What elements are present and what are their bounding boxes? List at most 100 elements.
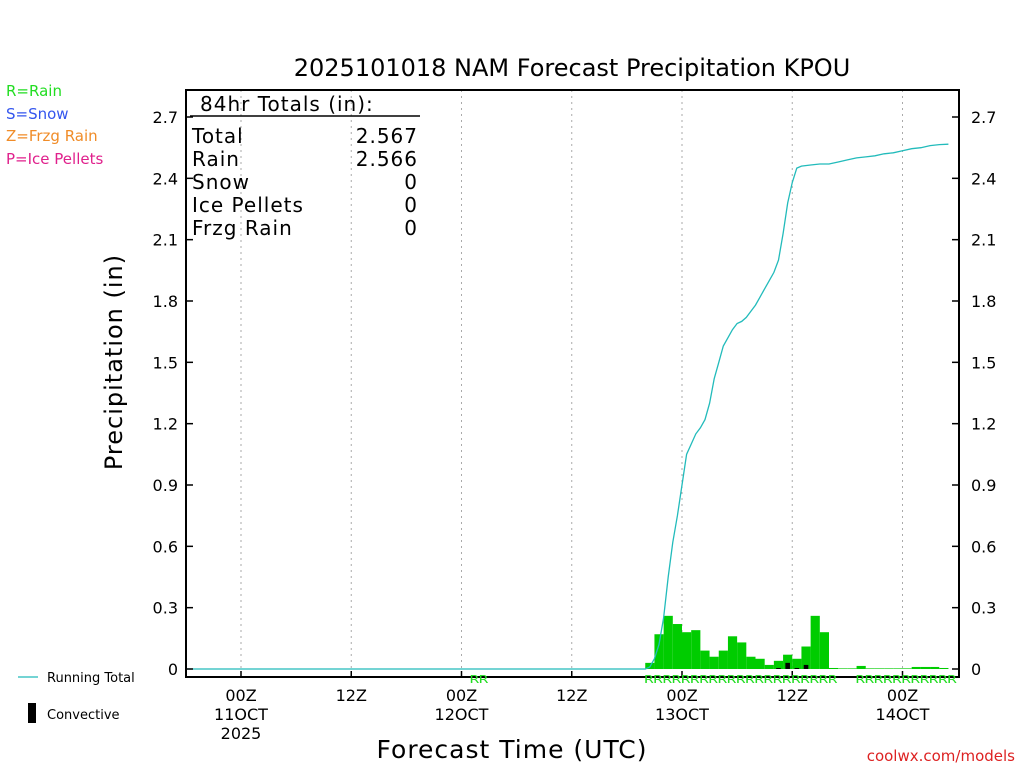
y-tick-label-right-5: 1.5 (971, 353, 996, 372)
rain-bar-23 (856, 665, 866, 669)
y-axis-right: 0 0.3 0.6 0.9 1.2 1.5 1.8 2.1 2.4 2.7 (952, 108, 996, 679)
totals-label-1: Rain (192, 147, 240, 171)
rain-bar-4 (682, 632, 692, 669)
rain-bar-20 (829, 667, 839, 669)
y-tick-label-left-7: 2.1 (153, 231, 178, 250)
legend-frzg-rain: Z=Frzg Rain (6, 127, 98, 145)
legend-ice-pellets: P=Ice Pellets (6, 149, 104, 168)
credit-text: coolwx.com/models (867, 747, 1015, 765)
y-tick-label-right-1: 0.3 (971, 599, 996, 618)
convective-bar-2 (794, 667, 800, 669)
rain-bar-31 (930, 666, 940, 669)
x-tick-label-0-1: 00Z (225, 686, 256, 705)
x-tick-label-6-2: 14OCT (876, 705, 930, 724)
x-tick-label-4-2: 13OCT (655, 705, 709, 724)
x-tick-label-2-2: 12OCT (435, 705, 489, 724)
legend-snow: S=Snow (6, 104, 69, 123)
precip-type-marker-0: RR (470, 673, 489, 686)
rain-bar-26 (884, 668, 894, 669)
chart-title: 2025101018 NAM Forecast Precipitation KP… (294, 54, 851, 82)
rain-bar-18 (810, 615, 820, 669)
y-tick-label-left-0: 0 (168, 660, 178, 679)
convective-legend-label: Convective (47, 708, 120, 723)
y-tick-label-left-1: 0.3 (153, 599, 178, 618)
totals-label-4: Frzg Rain (192, 216, 293, 240)
precip-type-marker-2: RRRRRRRRRRR (856, 673, 958, 686)
x-tick-label-0-3: 2025 (221, 724, 262, 743)
rain-bar-14 (773, 660, 784, 669)
rain-bar-29 (911, 666, 921, 669)
rain-bar-28 (902, 668, 912, 669)
x-tick-label-0-2: 11OCT (214, 705, 268, 724)
rain-bar-5 (691, 630, 701, 669)
y-tick-label-left-2: 0.6 (153, 537, 178, 556)
totals-value-0: 2.567 (356, 124, 418, 148)
convective-bar-3 (803, 664, 809, 669)
totals-label-2: Snow (192, 170, 250, 194)
running-total-line-group (185, 143, 949, 670)
rain-bar-21 (838, 668, 848, 669)
rain-bar-17 (801, 646, 811, 669)
convective-bar-1 (785, 662, 790, 669)
bottom-legend: Running Total Convective (18, 671, 135, 723)
rain-bar-15 (783, 654, 793, 669)
rain-bar-12 (755, 658, 765, 669)
running-total-line (185, 143, 949, 670)
totals-label-3: Ice Pellets (192, 193, 304, 217)
rain-bar-16 (792, 658, 802, 669)
x-tick-label-4-1: 00Z (666, 686, 697, 705)
convective-bars (776, 662, 809, 669)
y-tick-label-right-0: 0 (971, 660, 981, 679)
rain-bar-32 (939, 667, 949, 669)
rain-bar-30 (920, 666, 931, 669)
totals-value-3: 0 (404, 193, 418, 217)
y-tick-label-right-7: 2.1 (971, 231, 996, 250)
y-tick-label-left-8: 2.4 (153, 169, 178, 188)
precip-type-marker-1: RRRRRRRRRRRRRRRRRRRRR (644, 673, 837, 686)
y-tick-label-right-6: 1.8 (971, 292, 996, 311)
precip-type-legend: R=Rain S=Snow Z=Frzg Rain P=Ice Pellets (6, 80, 103, 170)
y-axis-left: 0 0.3 0.6 0.9 1.2 1.5 1.8 2.1 2.4 2.7 (153, 108, 193, 679)
rain-bar-9 (727, 636, 738, 669)
x-tick-label-3-1: 12Z (556, 686, 587, 705)
y-tick-label-left-3: 0.9 (153, 476, 178, 495)
rain-bar-27 (893, 668, 903, 669)
rain-bar-24 (865, 668, 875, 669)
rain-bar-11 (746, 656, 756, 669)
convective-legend-swatch (28, 703, 36, 723)
precip-type-markers: RR RRRRRRRRRRRRRRRRRRRRR RRRRRRRRRRR (470, 673, 957, 686)
totals-heading: 84hr Totals (in): (200, 92, 374, 116)
y-tick-label-right-9: 2.7 (971, 108, 996, 127)
rain-bar-3 (672, 624, 682, 669)
y-tick-label-right-4: 1.2 (971, 415, 996, 434)
y-tick-label-right-3: 0.9 (971, 476, 996, 495)
x-tick-label-5-1: 12Z (777, 686, 808, 705)
y-tick-label-left-6: 1.8 (153, 292, 178, 311)
rain-bar-2 (663, 615, 673, 669)
rain-bar-13 (764, 664, 774, 669)
plot-frame (185, 89, 960, 678)
y-tick-label-right-2: 0.6 (971, 537, 996, 556)
y-tick-label-left-5: 1.5 (153, 353, 178, 372)
x-tick-label-1-1: 12Z (336, 686, 367, 705)
totals-value-1: 2.566 (356, 147, 418, 171)
y-axis-label: Precipitation (in) (100, 254, 128, 470)
rain-bar-22 (847, 668, 857, 669)
totals-value-2: 0 (404, 170, 418, 194)
convective-bar-0 (776, 667, 781, 669)
x-axis-label: Forecast Time (UTC) (377, 735, 648, 764)
totals-value-4: 0 (404, 216, 418, 240)
rain-bar-7 (709, 656, 719, 669)
legend-rain: R=Rain (6, 82, 62, 100)
totals-box: 84hr Totals (in): Total 2.567 Rain 2.566 Sno… (190, 92, 420, 240)
y-tick-label-left-4: 1.2 (153, 415, 178, 434)
vertical-gridlines (240, 90, 903, 677)
rain-bar-19 (819, 632, 829, 669)
x-tick-label-2-1: 00Z (446, 686, 477, 705)
totals-label-0: Total (191, 124, 244, 148)
rain-bar-10 (737, 642, 747, 669)
rain-bar-8 (718, 650, 728, 669)
x-tick-label-6-1: 00Z (887, 686, 918, 705)
y-tick-label-right-8: 2.4 (971, 169, 996, 188)
